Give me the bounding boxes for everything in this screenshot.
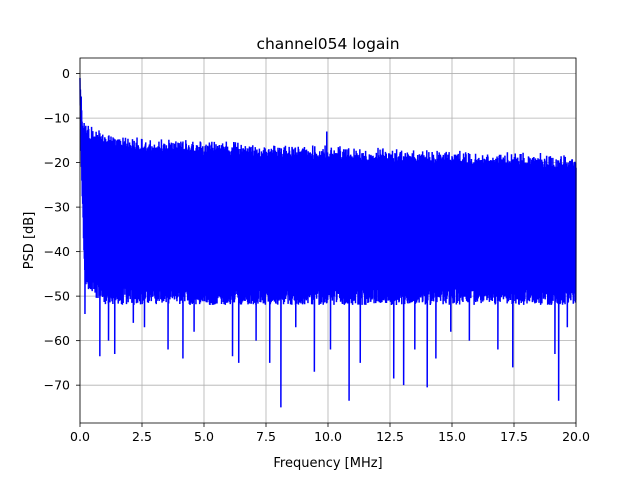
y-tick-label: −40 — [44, 244, 70, 259]
y-tick-label: −30 — [44, 200, 70, 215]
y-tick-label: 0 — [62, 66, 70, 81]
y-tick-label: −10 — [44, 111, 70, 126]
ticks: 0.0 2.5 5.0 7.5 10.0 12.5 15.0 17.5 20.0 0 −10 −20 −… — [44, 66, 590, 444]
x-tick-label: 10.0 — [314, 429, 342, 444]
x-tick-label: 5.0 — [194, 429, 214, 444]
y-tick-label: −20 — [44, 155, 70, 170]
y-tick-label: −50 — [44, 289, 70, 304]
chart-title: channel054 logain — [256, 35, 399, 53]
plot-series-group — [79, 78, 577, 408]
x-tick-label: 7.5 — [256, 429, 276, 444]
x-axis-label: Frequency [MHz] — [273, 456, 382, 471]
y-tick-label: −60 — [44, 333, 70, 348]
x-tick-label: 20.0 — [562, 429, 590, 444]
y-tick-label: −70 — [44, 378, 70, 393]
x-tick-label: 17.5 — [500, 429, 528, 444]
psd-series-line — [79, 78, 577, 408]
x-tick-label: 0.0 — [70, 429, 90, 444]
x-tick-label: 12.5 — [376, 429, 404, 444]
x-tick-label: 15.0 — [438, 429, 466, 444]
x-tick-label: 2.5 — [132, 429, 152, 444]
y-axis-label: PSD [dB] — [22, 212, 37, 270]
